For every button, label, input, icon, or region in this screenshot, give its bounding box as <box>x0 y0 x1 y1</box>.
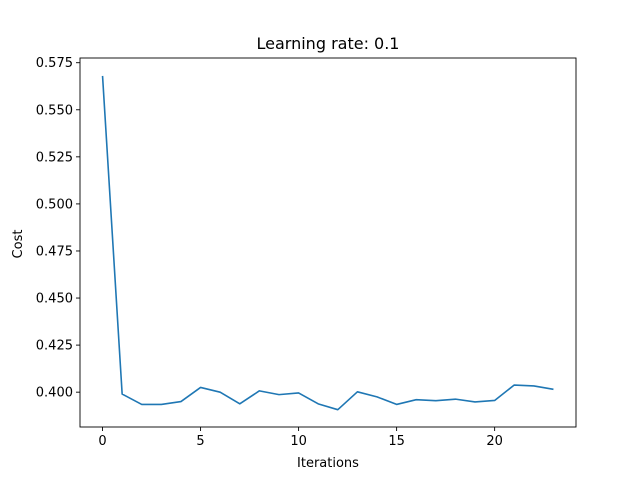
chart-title: Learning rate: 0.1 <box>257 34 400 53</box>
y-tick-label: 0.550 <box>36 103 73 118</box>
x-tick-label: 5 <box>196 434 204 449</box>
x-tick-label: 20 <box>486 434 503 449</box>
x-tick-label: 0 <box>98 434 106 449</box>
y-axis-label: Cost <box>11 230 26 259</box>
y-tick-label: 0.475 <box>36 244 73 259</box>
axes-frame <box>79 57 577 428</box>
plot-area: 0 5 10 15 20 0.400 0.425 0.450 0.475 0.500 0.525 0.… <box>36 56 577 449</box>
y-tick-label: 0.450 <box>36 292 73 307</box>
series-line-0 <box>101 75 554 411</box>
x-tick-label: 15 <box>388 434 405 449</box>
x-axis-label: Iterations <box>297 456 359 471</box>
y-tick-label: 0.500 <box>36 197 73 212</box>
y-tick-label: 0.525 <box>36 150 73 165</box>
x-tick-label: 10 <box>290 434 307 449</box>
y-tick-label: 0.575 <box>36 56 73 71</box>
y-tick-label: 0.425 <box>36 339 73 354</box>
y-tick-label: 0.400 <box>36 386 73 401</box>
